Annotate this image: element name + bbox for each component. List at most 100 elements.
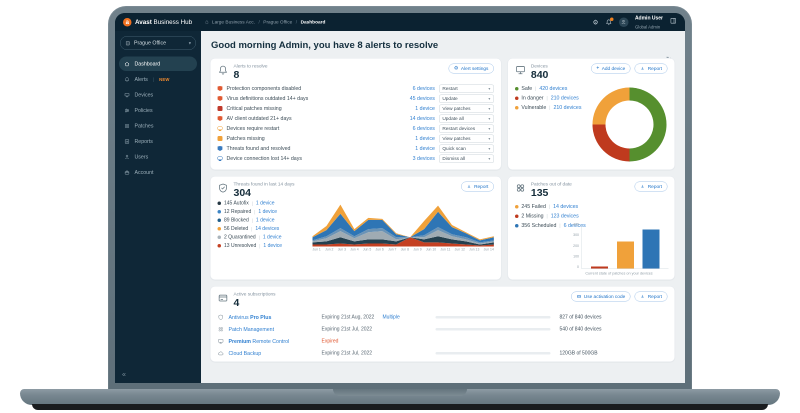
legend-devices-link[interactable]: 1 device xyxy=(255,217,275,224)
chevron-down-icon: ▾ xyxy=(488,86,491,91)
sidebar-item-dashboard[interactable]: Dashboard xyxy=(119,56,197,71)
breadcrumb-separator: / xyxy=(258,19,260,25)
legend-devices-link[interactable]: 1 device xyxy=(262,234,282,241)
alert-devices-link[interactable]: 1 device xyxy=(415,135,435,142)
legend-dot xyxy=(514,214,519,218)
alert-devices-link[interactable]: 45 devices xyxy=(409,95,435,102)
alert-devices-link[interactable]: 6 devices xyxy=(412,85,435,92)
sidebar-item-users[interactable]: Users xyxy=(119,150,197,165)
y-tick-label: 300 xyxy=(573,233,579,238)
sidebar-item-label: Alerts xyxy=(134,76,148,83)
legend-devices-link[interactable]: 210 devices xyxy=(550,95,579,102)
alert-action-select[interactable]: Dismiss all ▾ xyxy=(438,154,494,163)
alert-action-select[interactable]: Restart devices ▾ xyxy=(438,124,494,133)
subscription-name-link[interactable]: Premium Remote Control xyxy=(228,338,290,345)
subscription-name-link[interactable]: Patch Management xyxy=(228,326,275,333)
chevron-down-icon: ▾ xyxy=(488,116,491,121)
alert-action-select[interactable]: View patches ▾ xyxy=(438,104,494,113)
legend-devices-link[interactable]: 1 device xyxy=(255,200,275,207)
alert-action-select[interactable]: Restart ▾ xyxy=(438,84,494,93)
breadcrumb: ⌂ Large Business Acc. / Prague Office / … xyxy=(205,19,325,25)
brand-name: Avast Business Hub xyxy=(135,19,192,26)
subscriptions-card: Active subscriptions 4 Use activation co… xyxy=(210,286,675,362)
monitor-icon xyxy=(515,65,526,76)
threats-report-button[interactable]: Report xyxy=(461,181,494,192)
sidebar-collapse-button[interactable]: « xyxy=(122,370,126,378)
home-icon[interactable]: ⌂ xyxy=(205,19,209,25)
devices-donut-chart xyxy=(592,87,667,162)
y-tick-label: 200 xyxy=(573,244,579,248)
devices-card-buttons: + Add device Report xyxy=(590,63,668,74)
alert-action-select[interactable]: Update all ▾ xyxy=(438,114,494,123)
notifications-bell-icon[interactable] xyxy=(605,17,614,26)
sidebar-item-account[interactable]: Account xyxy=(119,165,197,180)
sidebar-item-patches[interactable]: Patches xyxy=(119,119,197,134)
legend-dot xyxy=(514,86,519,91)
legend-item: 2 Quarantined | 1 device xyxy=(217,234,313,241)
alert-action-select[interactable]: View patches ▾ xyxy=(438,134,494,143)
org-selector[interactable]: Prague Office ▾ xyxy=(120,36,196,50)
alert-settings-button[interactable]: ⚙ Alert settings xyxy=(448,63,494,74)
threats-report-label: Report xyxy=(474,183,489,190)
subscriptions-report-button[interactable]: Report xyxy=(634,291,668,302)
alert-devices-link[interactable]: 6 devices xyxy=(412,125,435,132)
sidebar-item-label: Reports xyxy=(134,138,153,145)
legend-devices-link[interactable]: 1 device xyxy=(263,243,283,249)
add-device-button[interactable]: + Add device xyxy=(590,63,631,74)
threats-card: Threats found in last 14 days 304 Report xyxy=(210,176,502,280)
avatar[interactable] xyxy=(618,17,629,27)
patches-card-header: Patches out of date 135 Report xyxy=(515,181,668,199)
bar-chart-y-axis: 400 300 200 100 0 xyxy=(570,223,582,269)
legend-dot xyxy=(217,227,221,231)
legend-devices-link[interactable]: 14 devices xyxy=(553,203,579,210)
breadcrumb-mid[interactable]: Prague Office xyxy=(263,19,293,25)
sidebar-item-reports[interactable]: Reports xyxy=(119,134,197,149)
sidebar: Prague Office ▾ Dashboard Alerts xyxy=(115,31,201,383)
legend-devices-link[interactable]: 1 device xyxy=(258,209,278,215)
alert-action-label: Dismiss all xyxy=(442,155,466,162)
legend-separator: | xyxy=(251,200,253,206)
user-menu[interactable]: Admin User Global Admin xyxy=(635,13,663,31)
briefcase-icon xyxy=(124,170,130,175)
devices-card: Devices 840 + Add device Report xyxy=(507,58,675,170)
alert-action-select[interactable]: Update ▾ xyxy=(438,94,494,103)
alerts-list: Protection components disabled 6 devices R… xyxy=(217,84,494,164)
patches-report-button[interactable]: Report xyxy=(634,181,668,192)
legend-separator: | xyxy=(535,86,537,92)
use-activation-code-button[interactable]: Use activation code xyxy=(570,291,631,302)
alert-action-select[interactable]: Quick scan ▾ xyxy=(438,144,494,153)
cards-row-3: Active subscriptions 4 Use activation co… xyxy=(210,286,675,362)
help-panel-icon[interactable] xyxy=(670,17,678,27)
chevron-down-icon: ▾ xyxy=(488,136,491,141)
devices-card-meta: Devices 840 xyxy=(531,64,549,81)
legend-separator: | xyxy=(259,243,261,249)
alert-devices-link[interactable]: 1 device xyxy=(415,145,435,152)
subscription-name-link[interactable]: Cloud Backup xyxy=(228,350,262,357)
legend-devices-link[interactable]: 420 devices xyxy=(539,85,568,92)
subscriptions-card-label: Active subscriptions xyxy=(233,291,276,298)
breadcrumb-root[interactable]: Large Business Acc. xyxy=(211,19,255,25)
alert-devices-link[interactable]: 3 devices xyxy=(412,155,435,162)
legend-devices-link[interactable]: 6 devices xyxy=(563,222,586,229)
subscription-expiry: Expiring 21st Aug, 2022 xyxy=(321,314,375,321)
legend-devices-link[interactable]: 210 devices xyxy=(553,104,582,111)
sidebar-item-policies[interactable]: Policies xyxy=(119,103,197,118)
alert-devices-link[interactable]: 1 device xyxy=(415,105,435,112)
alert-devices-link[interactable]: 14 devices xyxy=(409,115,435,122)
subscription-multiple-link[interactable]: Multiple xyxy=(382,314,400,321)
chevron-down-icon: ▾ xyxy=(488,156,491,161)
legend-dot xyxy=(514,105,519,110)
sidebar-item-alerts[interactable]: Alerts | NEW xyxy=(119,72,197,87)
use-activation-code-label: Use activation code xyxy=(583,293,626,300)
antivirus-shield-icon xyxy=(218,314,225,321)
sidebar-item-devices[interactable]: Devices xyxy=(119,88,197,103)
subscriptions-count: 4 xyxy=(233,297,240,309)
legend-devices-link[interactable]: 123 devices xyxy=(550,213,579,220)
settings-gear-icon[interactable]: ⚙ xyxy=(592,18,599,26)
legend-devices-link[interactable]: 14 devices xyxy=(255,226,280,232)
devices-report-button[interactable]: Report xyxy=(634,63,668,74)
subscription-name-link[interactable]: Antivirus Pro Plus xyxy=(228,314,272,321)
avast-business-hub-app: a Avast Business Hub ⌂ Large Business Ac… xyxy=(115,13,685,383)
alert-action-label: Update all xyxy=(442,115,464,122)
